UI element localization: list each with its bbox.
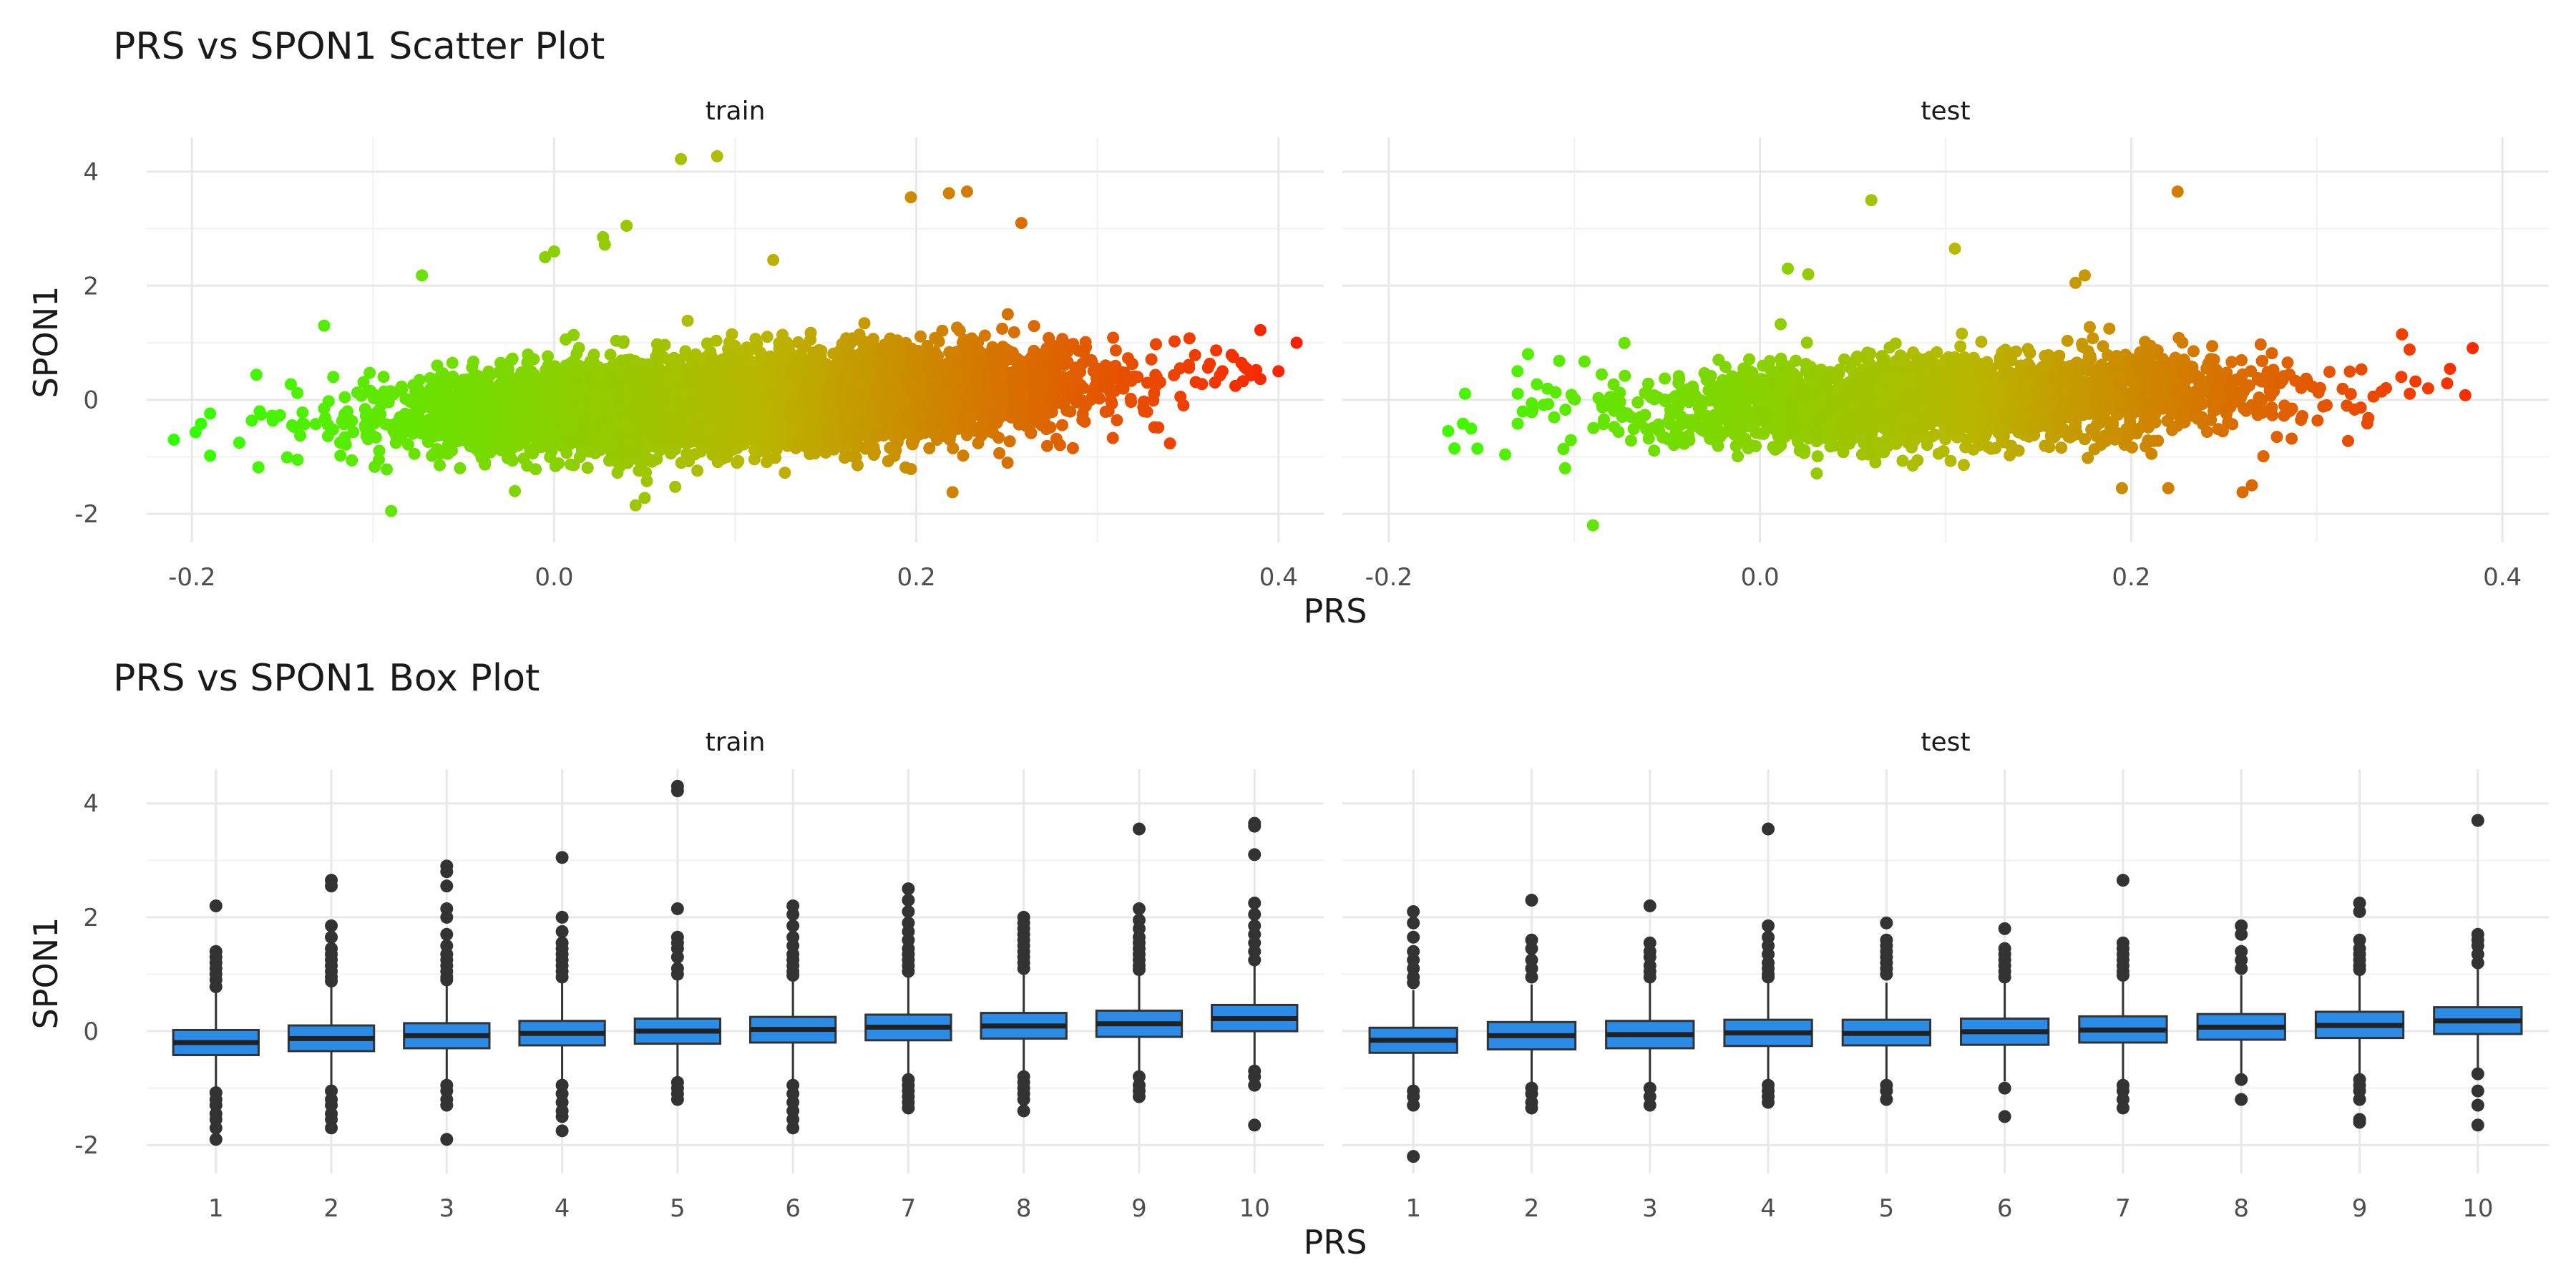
scatter-point bbox=[1254, 323, 1267, 336]
scatter-point bbox=[381, 463, 393, 476]
scatter-point bbox=[291, 454, 304, 467]
scatter-point bbox=[726, 328, 738, 341]
scatter-point bbox=[204, 407, 217, 420]
scatter-point bbox=[434, 459, 446, 472]
scatter-point bbox=[280, 451, 293, 464]
scatter-point bbox=[509, 484, 522, 497]
scatter-point bbox=[359, 421, 372, 434]
y-tick-label: 2 bbox=[83, 272, 99, 301]
scatter-point bbox=[858, 317, 871, 330]
scatter-point bbox=[691, 464, 704, 477]
scatter-point bbox=[1210, 344, 1223, 357]
scatter-point bbox=[446, 356, 459, 369]
y-tick-label: 0 bbox=[83, 386, 99, 415]
scatter-point bbox=[361, 433, 374, 446]
scatter-point bbox=[650, 453, 663, 466]
scatter-point bbox=[291, 386, 304, 399]
scatter-point bbox=[1066, 441, 1079, 454]
scatter-point bbox=[467, 356, 479, 368]
scatter-point bbox=[953, 324, 966, 337]
scatter-point bbox=[1216, 365, 1229, 378]
scatter-plot-title: PRS vs SPON1 Scatter Plot bbox=[113, 25, 605, 68]
scatter-point bbox=[572, 341, 585, 354]
scatter-point bbox=[1177, 399, 1190, 411]
scatter-point bbox=[957, 449, 970, 462]
x-tick-label: -0.2 bbox=[168, 563, 215, 592]
y-tick-label: 4 bbox=[83, 158, 99, 187]
scatter-point bbox=[233, 436, 245, 449]
scatter-point bbox=[1189, 376, 1202, 389]
scatter-point bbox=[364, 366, 376, 379]
scatter-point bbox=[326, 423, 339, 436]
scatter-point bbox=[250, 369, 263, 381]
scatter-point bbox=[914, 330, 927, 343]
scatter-point bbox=[1106, 431, 1119, 444]
scatter-point bbox=[1043, 331, 1055, 344]
scatter-point bbox=[804, 326, 817, 339]
scatter-point bbox=[338, 391, 351, 404]
scatter-point bbox=[296, 406, 309, 419]
scatter-point bbox=[1001, 457, 1014, 469]
scatter-point bbox=[429, 446, 442, 459]
x-tick-label: 0.4 bbox=[1259, 563, 1298, 592]
scatter-point bbox=[565, 458, 577, 471]
scatter-point bbox=[373, 454, 385, 466]
scatter-point bbox=[266, 414, 279, 427]
scatter-point bbox=[544, 451, 557, 464]
x-tick-label: 0.0 bbox=[535, 563, 573, 592]
scatter-point bbox=[761, 331, 774, 343]
scatter-point bbox=[1141, 405, 1153, 418]
scatter-point bbox=[769, 452, 781, 464]
y-tick-label: -2 bbox=[74, 500, 99, 529]
scatter-point bbox=[479, 456, 492, 469]
scatter-point bbox=[204, 449, 217, 462]
x-tick-label: 0.2 bbox=[897, 563, 936, 592]
scatter-point bbox=[978, 329, 991, 342]
scatter-point bbox=[681, 348, 694, 361]
scatter-point bbox=[1028, 320, 1040, 333]
scatter-point bbox=[1008, 326, 1020, 338]
scatter-point bbox=[993, 447, 1006, 459]
facet-strip-label: train bbox=[706, 97, 766, 126]
scatter-point bbox=[669, 480, 682, 493]
scatter-point bbox=[884, 441, 897, 454]
scatter-point bbox=[358, 403, 371, 416]
scatter-point bbox=[658, 338, 671, 351]
scatter-point bbox=[346, 454, 358, 467]
scatter-panel-train: -0.2 0.0 0.2 0.4 -2 0 2 4 train bbox=[74, 97, 1324, 592]
scatter-point bbox=[334, 449, 347, 462]
scatter-point bbox=[882, 455, 894, 467]
scatter-point bbox=[604, 348, 617, 361]
scatter-point bbox=[252, 461, 265, 474]
scatter-point bbox=[779, 467, 791, 479]
scatter-point bbox=[1001, 308, 1014, 321]
